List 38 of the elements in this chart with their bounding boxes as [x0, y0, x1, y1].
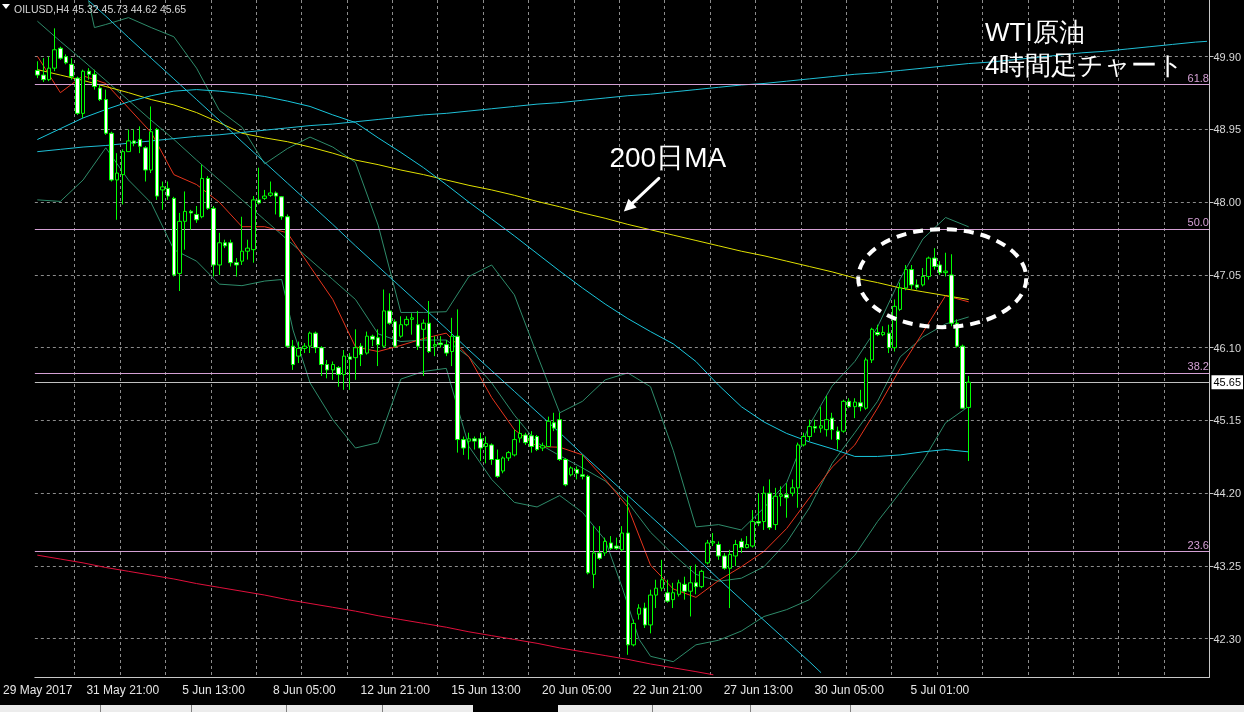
y-tick-label: 43.25: [1213, 559, 1241, 572]
x-tick-label: 27 Jun 13:00: [723, 683, 794, 697]
x-tick-label: 20 Jun 05:00: [542, 683, 612, 697]
candlestick: [98, 84, 102, 102]
candlestick: [637, 603, 641, 621]
candlestick: [575, 465, 579, 480]
y-tick-label: 49.90: [1213, 50, 1241, 63]
x-tick-label: 12 Jun 21:00: [360, 683, 431, 697]
x-tick-label: 29 May 2017: [2, 683, 73, 697]
annotation: OILUSD,H4 45.32 45.73 44.62 45.65: [14, 2, 187, 15]
candlestick: [189, 209, 193, 231]
annotation: 50.0: [1187, 216, 1209, 229]
annotation: 38.2: [1187, 360, 1209, 373]
ref-line-label: 45.65: [1213, 376, 1241, 389]
x-tick-label: 31 May 21:00: [86, 683, 160, 697]
y-tick-label: 44.20: [1213, 487, 1241, 500]
text: WTI原油: [985, 17, 1085, 47]
line-series: [37, 69, 969, 300]
annotation: 23.6: [1187, 538, 1209, 551]
candlestick: [660, 559, 664, 592]
x-tick-label: 5 Jun 13:00: [182, 683, 246, 697]
x-tick-label: 30 Jun 05:00: [814, 683, 885, 697]
line-series: [37, 147, 969, 663]
y-tick-label: 47.05: [1213, 268, 1241, 281]
y-tick-label: 48.95: [1213, 123, 1241, 136]
candlestick: [138, 125, 142, 154]
x-tick-label: 22 Jun 21:00: [632, 683, 703, 697]
x-tick-label: 5 Jul 01:00: [910, 683, 970, 697]
candlestick: [69, 57, 74, 81]
line-series: [37, 554, 714, 676]
y-tick-label: 48.00: [1213, 196, 1241, 209]
y-tick-label: 46.10: [1213, 341, 1241, 354]
y-tick-label: 42.30: [1213, 632, 1241, 645]
x-tick-label: 15 Jun 13:00: [451, 683, 521, 697]
series-label: 200日MA: [609, 141, 727, 173]
x-tick-label: 8 Jun 05:00: [273, 683, 337, 697]
annotation: 61.8: [1187, 71, 1209, 84]
y-tick-label: 45.15: [1213, 414, 1241, 427]
